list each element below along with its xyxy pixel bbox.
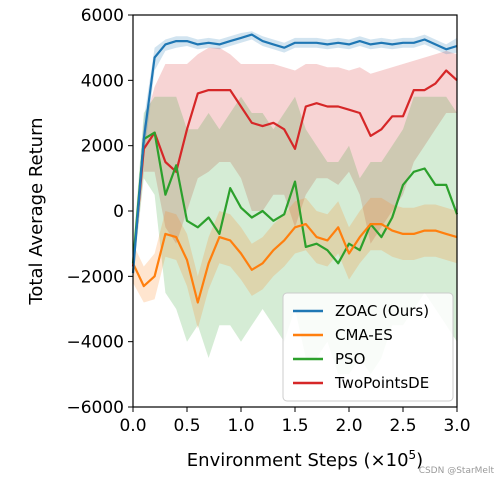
x-tick-label: 2.0 — [335, 416, 362, 436]
legend-label: PSO — [335, 350, 365, 368]
watermark: CSDN @StarMelt — [419, 466, 495, 476]
line-cma-es — [132, 223, 458, 304]
x-axis-title: Environment Steps (×105) — [187, 448, 423, 471]
y-tick-label: 4000 — [81, 71, 124, 91]
y-axis-ticks: −6000 −4000 −2000 0 2000 4000 6000 — [66, 6, 133, 418]
legend: ZOAC (Ours) CMA-ES PSO TwoPointsDE — [282, 292, 454, 402]
line-zoac-ours — [131, 33, 458, 274]
x-axis-ticks: 0.0 0.5 1.0 1.5 2.0 2.5 3.0 — [119, 407, 471, 436]
legend-label: ZOAC (Ours) — [335, 302, 429, 320]
legend-box — [282, 292, 454, 402]
y-tick-label: −4000 — [66, 333, 124, 353]
line-pso — [131, 131, 459, 265]
legend-label: TwoPointsDE — [334, 374, 429, 392]
x-tick-label: 3.0 — [443, 416, 470, 436]
y-tick-label: −2000 — [66, 267, 124, 287]
y-tick-label: 0 — [113, 202, 124, 222]
series-lines — [131, 33, 459, 304]
y-axis-title: Total Average Return — [26, 117, 47, 305]
legend-label: CMA-ES — [335, 326, 393, 344]
y-tick-label: 2000 — [81, 137, 124, 157]
x-tick-label: 1.0 — [227, 416, 254, 436]
line-twopointsde — [131, 69, 458, 267]
band-twopointsde — [133, 47, 457, 277]
x-tick-label: 0.5 — [173, 416, 200, 436]
x-tick-label: 0.0 — [119, 416, 146, 436]
x-tick-label: 2.5 — [389, 416, 416, 436]
x-tick-label: 1.5 — [281, 416, 308, 436]
y-tick-label: −6000 — [66, 398, 124, 418]
y-tick-label: 6000 — [81, 6, 124, 26]
